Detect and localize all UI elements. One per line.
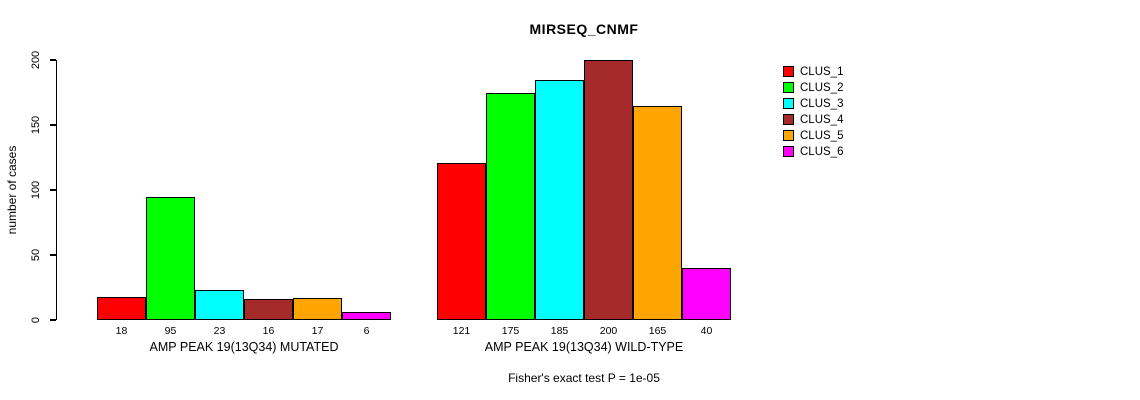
y-axis-tick	[49, 189, 56, 191]
y-axis-tick	[49, 254, 56, 256]
bar-value-label: 40	[700, 325, 713, 337]
legend-swatch-clus_6	[783, 146, 794, 157]
bar-clus_4	[584, 60, 633, 320]
y-axis-tick-label: 100	[30, 180, 42, 200]
legend-label-clus_3: CLUS_3	[800, 97, 844, 110]
bar-clus_6	[342, 312, 391, 320]
y-axis-tick-label: 50	[30, 248, 42, 262]
bar-clus_5	[633, 105, 682, 320]
bar-clus_5	[293, 297, 342, 320]
chart-title: MIRSEQ_CNMF	[529, 21, 639, 37]
y-axis-tick	[49, 319, 56, 321]
legend-swatch-clus_4	[783, 114, 794, 125]
y-axis-tick	[49, 59, 56, 61]
bar-clus_1	[97, 296, 146, 320]
bar-value-label: 200	[599, 325, 618, 337]
y-axis-tick-label: 200	[30, 50, 42, 70]
bar-value-label: 185	[550, 325, 569, 337]
bar-clus_6	[682, 268, 731, 320]
bar-value-label: 95	[164, 325, 177, 337]
legend-label-clus_4: CLUS_4	[800, 113, 844, 126]
y-axis-line	[55, 60, 57, 320]
bar-clus_3	[535, 79, 584, 320]
x-axis-group-label: AMP PEAK 19(13Q34) MUTATED	[149, 340, 339, 354]
bar-value-label: 165	[648, 325, 667, 337]
bar-clus_2	[486, 92, 535, 320]
legend-swatch-clus_2	[783, 82, 794, 93]
x-axis-group-label: AMP PEAK 19(13Q34) WILD-TYPE	[484, 340, 684, 354]
y-axis-label: number of cases	[5, 145, 19, 235]
y-axis-tick	[49, 124, 56, 126]
legend-swatch-clus_1	[783, 66, 794, 77]
legend-label-clus_2: CLUS_2	[800, 81, 844, 94]
legend-label-clus_5: CLUS_5	[800, 129, 844, 142]
bar-value-label: 17	[311, 325, 324, 337]
bar-clus_4	[244, 299, 293, 320]
fisher-test-note: Fisher's exact test P = 1e-05	[508, 371, 660, 385]
bar-value-label: 6	[363, 325, 370, 337]
bar-value-label: 175	[501, 325, 520, 337]
bar-clus_2	[146, 196, 195, 320]
y-axis-tick-label: 0	[30, 316, 42, 324]
y-axis-tick-label: 150	[30, 115, 42, 135]
bar-value-label: 23	[213, 325, 226, 337]
bar-value-label: 121	[452, 325, 471, 337]
bar-value-label: 18	[115, 325, 128, 337]
bar-clus_3	[195, 290, 244, 320]
legend-label-clus_6: CLUS_6	[800, 145, 844, 158]
bar-clus_1	[437, 162, 486, 320]
bar-value-label: 16	[262, 325, 275, 337]
legend-swatch-clus_3	[783, 98, 794, 109]
legend-label-clus_1: CLUS_1	[800, 65, 844, 78]
legend-swatch-clus_5	[783, 130, 794, 141]
